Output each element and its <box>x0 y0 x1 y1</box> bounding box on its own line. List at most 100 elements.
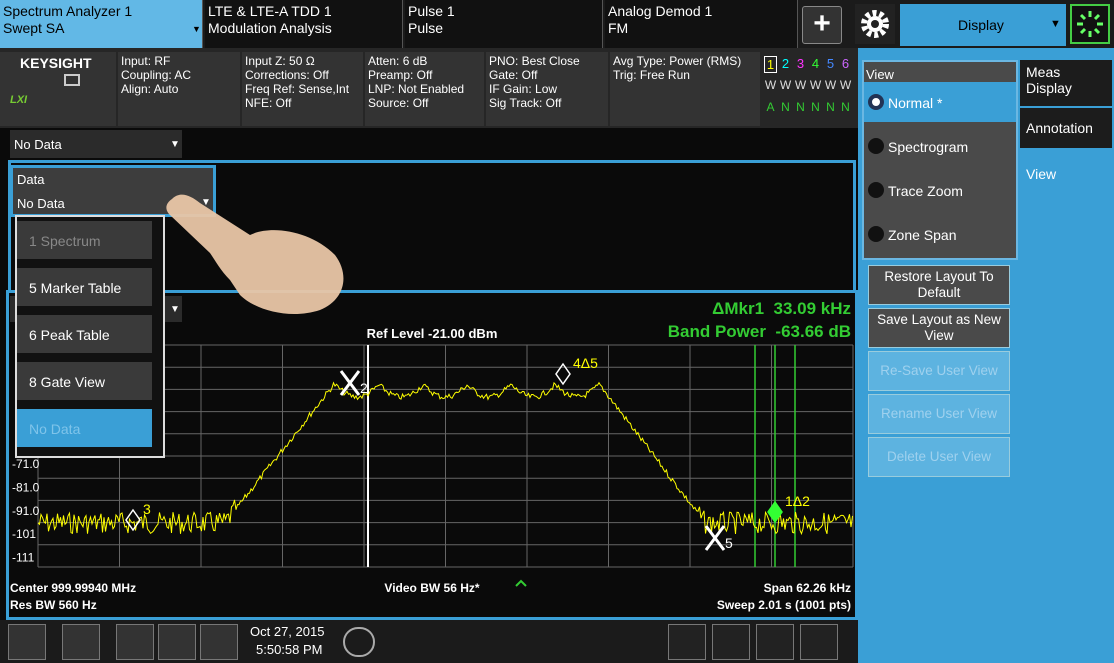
dropdown-item[interactable]: 5 Marker Table <box>17 268 152 306</box>
trace-number: 6 <box>839 56 852 71</box>
trace-mode: N <box>779 100 792 114</box>
marker-label: 1Δ2 <box>785 493 810 509</box>
radio-option[interactable]: Zone Span <box>864 214 1016 254</box>
taskbar-button[interactable] <box>712 624 750 660</box>
marker-label: 4Δ5 <box>573 355 598 371</box>
logo: LXI <box>10 94 27 106</box>
marker-label: 2 <box>360 380 368 396</box>
taskbar-date: Oct 27, 2015 <box>250 625 324 639</box>
trace-number: 5 <box>824 56 837 71</box>
data-label: Data <box>17 173 44 187</box>
status-column: Input Z: 50 ΩCorrections: OffFreq Ref: S… <box>242 52 363 126</box>
status-column: Atten: 6 dBPreamp: OffLNP: Not EnabledSo… <box>365 52 484 126</box>
dropdown-item[interactable]: 6 Peak Table <box>17 315 152 353</box>
status-text: IF Gain: Low <box>489 83 557 96</box>
screen: + Display ▼ KEYSIGHT LXI 1WA2WN3WN4WN5WN… <box>0 0 1114 663</box>
trace-type: W <box>779 78 792 92</box>
panel-button: Rename User View <box>868 394 1010 434</box>
radio-dot <box>868 182 884 198</box>
brand-block: KEYSIGHT LXI <box>0 52 116 126</box>
center-frequency: Center 999.99940 MHz <box>10 581 136 595</box>
tab-title: Spectrum Analyzer 1 <box>3 3 132 19</box>
tab-arrow: ▼ <box>192 24 201 34</box>
message-button[interactable] <box>343 627 375 657</box>
top-dropdown[interactable]: No Data ▼ <box>10 130 182 158</box>
dropdown-item[interactable]: 8 Gate View <box>17 362 152 400</box>
tab-subtitle: Swept SA <box>3 20 64 36</box>
top-dropdown-value: No Data <box>14 138 62 152</box>
taskbar-button[interactable] <box>158 624 196 660</box>
status-text: Trig: Free Run <box>613 69 690 82</box>
status-text: Corrections: Off <box>245 69 329 82</box>
radio-option[interactable]: Spectrogram <box>864 126 1016 166</box>
y-axis-label: -91.0 <box>12 504 40 518</box>
menu-button[interactable]: Display ▼ <box>900 4 1066 46</box>
marker-label: 3 <box>143 501 151 517</box>
center-caret <box>516 581 526 586</box>
tab-subtitle: Pulse <box>408 20 443 36</box>
res-bw: Res BW 560 Hz <box>10 598 97 612</box>
taskbar-button[interactable] <box>756 624 794 660</box>
span: Span 62.26 kHz <box>764 581 851 595</box>
dropdown-item: 1 Spectrum <box>17 221 152 259</box>
status-text: Align: Auto <box>121 83 178 96</box>
dropdown-item: No Data <box>17 409 152 447</box>
status-text: Freq Ref: Sense,Int <box>245 83 349 96</box>
status-text: NFE: Off <box>245 97 291 110</box>
taskbar-button[interactable] <box>200 624 238 660</box>
marker-readout: ΔMkr1 33.09 kHz <box>712 299 851 318</box>
tab-title: Pulse 1 <box>408 3 455 19</box>
option-label: Trace Zoom <box>888 183 963 199</box>
panel-button[interactable]: Restore Layout To Default <box>868 265 1010 305</box>
video-bw: Video BW 56 Hz* <box>384 581 479 595</box>
sweep: Sweep 2.01 s (1001 pts) <box>717 598 851 612</box>
status-text: PNO: Best Close <box>489 55 580 68</box>
trace-number: 3 <box>794 56 807 71</box>
marker-label: 5 <box>725 535 733 551</box>
option-label: Spectrogram <box>888 139 968 155</box>
marker-symbol <box>706 526 724 550</box>
taskbar-button[interactable] <box>62 624 100 660</box>
taskbar-button[interactable] <box>8 624 46 660</box>
status-column: Avg Type: Power (RMS)Trig: Free Run <box>610 52 760 126</box>
panel-button[interactable]: Save Layout as New View <box>868 308 1010 348</box>
group-title: View <box>866 68 894 82</box>
side-tab[interactable]: View <box>1020 156 1114 196</box>
y-axis-label: -101 <box>12 527 36 541</box>
status-text: Source: Off <box>368 97 428 110</box>
radio-option[interactable]: Trace Zoom <box>864 170 1016 210</box>
taskbar-button[interactable] <box>116 624 154 660</box>
dropdown-arrow: ▼ <box>170 139 180 150</box>
marker-symbol <box>126 510 140 530</box>
trace-type: W <box>824 78 837 92</box>
busy-indicator <box>1070 4 1110 44</box>
hand-overlay <box>160 185 360 325</box>
data-value: No Data <box>17 197 65 211</box>
screen-icon <box>64 74 80 86</box>
brand: KEYSIGHT <box>20 55 92 71</box>
menu-button-label: Display <box>958 18 1004 32</box>
trace-number: 1 <box>764 56 777 73</box>
side-tab[interactable]: Meas Display <box>1020 60 1112 106</box>
panel-button: Delete User View <box>868 437 1010 477</box>
side-tab[interactable]: Annotation <box>1020 108 1112 148</box>
radio-option[interactable]: Normal * <box>864 82 1016 122</box>
trace-mode: A <box>764 100 777 114</box>
tab-title: LTE & LTE-A TDD 1 <box>208 3 332 19</box>
add-button[interactable]: + <box>802 6 842 44</box>
option-label: Normal * <box>888 95 942 111</box>
trace-type: W <box>809 78 822 92</box>
taskbar-button[interactable] <box>668 624 706 660</box>
status-text: Coupling: AC <box>121 69 191 82</box>
y-axis-label: -81.0 <box>12 480 40 494</box>
settings-button[interactable] <box>855 4 895 44</box>
trace-mode: N <box>809 100 822 114</box>
band-power: Band Power -63.66 dB <box>668 322 851 341</box>
radio-dot <box>868 94 884 110</box>
taskbar-button[interactable] <box>800 624 838 660</box>
